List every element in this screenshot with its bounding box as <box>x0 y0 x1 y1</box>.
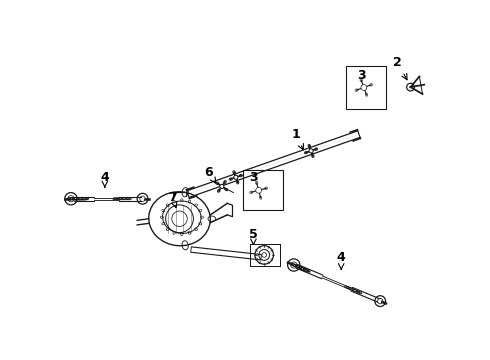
Text: 2: 2 <box>393 56 407 80</box>
Circle shape <box>361 85 367 90</box>
Text: 1: 1 <box>292 127 303 150</box>
Text: 5: 5 <box>249 228 258 244</box>
Circle shape <box>256 187 262 193</box>
Text: 3: 3 <box>249 171 258 184</box>
Circle shape <box>309 149 313 153</box>
Text: 4: 4 <box>337 251 345 270</box>
Circle shape <box>220 184 224 189</box>
Text: 3: 3 <box>357 69 366 82</box>
Bar <box>346 66 386 109</box>
Text: 4: 4 <box>100 171 109 187</box>
Bar <box>243 170 283 210</box>
Text: 7: 7 <box>168 191 177 208</box>
Text: 6: 6 <box>204 166 216 183</box>
Circle shape <box>234 175 238 179</box>
